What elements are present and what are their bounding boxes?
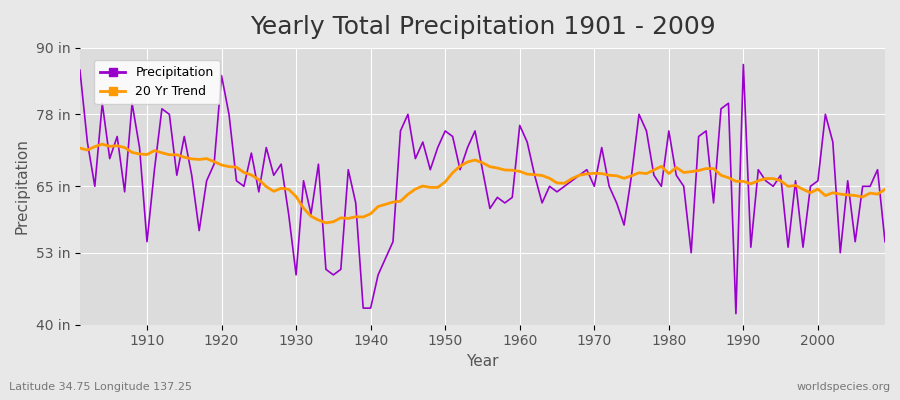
X-axis label: Year: Year — [466, 354, 499, 369]
Text: worldspecies.org: worldspecies.org — [796, 382, 891, 392]
Text: Latitude 34.75 Longitude 137.25: Latitude 34.75 Longitude 137.25 — [9, 382, 192, 392]
Y-axis label: Precipitation: Precipitation — [15, 138, 30, 234]
Legend: Precipitation, 20 Yr Trend: Precipitation, 20 Yr Trend — [94, 60, 220, 104]
Title: Yearly Total Precipitation 1901 - 2009: Yearly Total Precipitation 1901 - 2009 — [249, 15, 716, 39]
